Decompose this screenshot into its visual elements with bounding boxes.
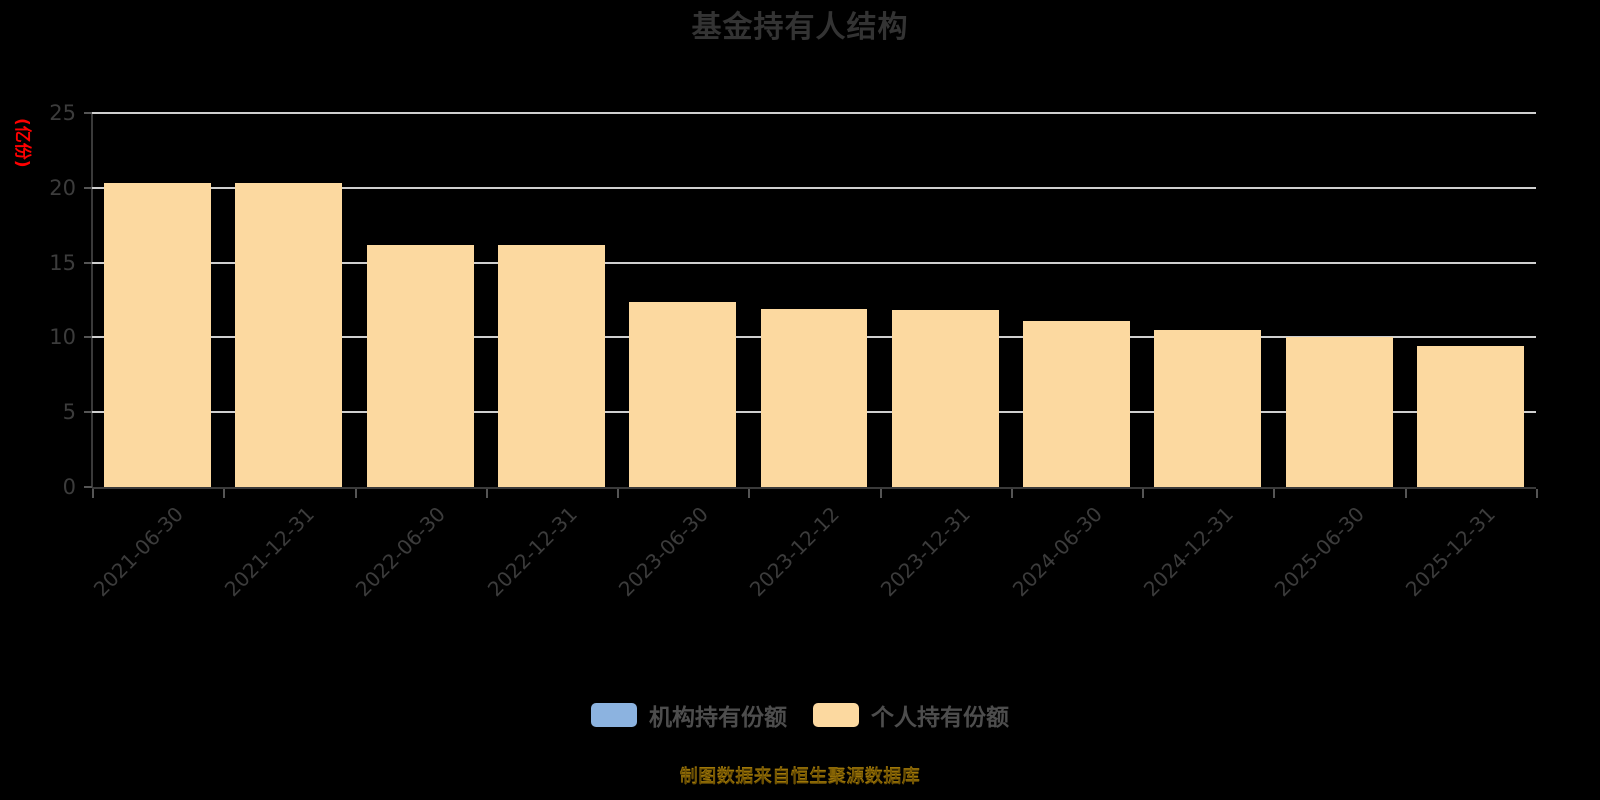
- gridline: [92, 261, 1536, 264]
- y-tick-label: 10: [49, 325, 76, 350]
- y-tick-mark: [84, 411, 92, 414]
- chart-title: 基金持有人结构: [691, 10, 909, 45]
- bar[interactable]: [1023, 320, 1131, 487]
- x-tick-mark: [1536, 489, 1538, 498]
- x-tick-label: 2021-12-31: [219, 502, 320, 602]
- x-tick-label: 2023-12-12: [744, 502, 845, 602]
- x-tick-label: 2021-06-30: [88, 502, 188, 602]
- y-axis-line: [91, 113, 93, 487]
- bar[interactable]: [1416, 346, 1524, 487]
- x-tick-mark: [223, 489, 226, 498]
- x-tick-label: 2023-06-30: [613, 502, 713, 602]
- bar[interactable]: [235, 183, 343, 487]
- y-tick-mark: [84, 112, 92, 114]
- bar[interactable]: [891, 310, 999, 487]
- gridline: [92, 112, 1536, 114]
- y-tick-mark: [84, 261, 92, 264]
- y-tick-label: 5: [62, 400, 76, 425]
- y-tick-label: 15: [49, 250, 76, 275]
- x-tick-label: 2025-06-30: [1270, 502, 1370, 602]
- x-tick-mark: [617, 489, 620, 498]
- x-axis-line: [92, 487, 1536, 489]
- bar[interactable]: [104, 183, 212, 487]
- gridline: [92, 186, 1536, 189]
- bar[interactable]: [1285, 337, 1393, 487]
- legend-swatch: [813, 703, 859, 727]
- x-tick-mark: [485, 489, 488, 498]
- x-tick-label: 2025-12-31: [1401, 502, 1501, 602]
- footer-note-text-shadow: 制图数据来自恒生聚源数据库: [679, 767, 921, 788]
- x-tick-mark: [1142, 489, 1145, 498]
- plot-area: [92, 112, 1536, 487]
- y-tick-mark: [84, 486, 92, 488]
- legend-label: 机构持有份额: [649, 705, 787, 731]
- x-tick-mark: [1404, 489, 1407, 498]
- bar[interactable]: [497, 244, 605, 487]
- y-tick-mark: [84, 186, 92, 189]
- bar[interactable]: [629, 301, 737, 487]
- bar[interactable]: [760, 308, 868, 487]
- legend-individual[interactable]: 个人持有份额: [813, 698, 1009, 732]
- x-tick-mark: [354, 489, 357, 498]
- footer-note: 制图数据来自恒生聚源数据库 制图数据来自恒生聚源数据库: [0, 762, 1600, 788]
- y-axis-unit-label: (亿份): [12, 118, 32, 168]
- legend-institutional[interactable]: 机构持有份额: [591, 698, 787, 732]
- bar[interactable]: [1154, 329, 1262, 487]
- x-tick-mark: [1010, 489, 1013, 498]
- x-tick-mark: [748, 489, 751, 498]
- x-tick-label: 2024-06-30: [1007, 502, 1107, 602]
- legend-swatch: [591, 703, 637, 727]
- x-tick-label: 2023-12-31: [876, 502, 976, 602]
- y-tick-label: 0: [62, 475, 76, 499]
- bar[interactable]: [366, 244, 474, 487]
- y-tick-mark: [84, 336, 92, 339]
- x-tick-mark: [879, 489, 882, 498]
- x-tick-mark: [1273, 489, 1276, 498]
- x-tick-label: 2022-12-31: [482, 502, 582, 602]
- legend-label: 个人持有份额: [871, 705, 1009, 731]
- chart-legend: 机构持有份额 个人持有份额: [0, 698, 1600, 732]
- x-tick-label: 2024-12-31: [1138, 502, 1238, 602]
- x-tick-mark: [92, 489, 94, 498]
- x-tick-label: 2022-06-30: [351, 502, 451, 602]
- footer-note-text: 制图数据来自恒生聚源数据库: [679, 766, 921, 787]
- y-tick-label: 20: [49, 175, 76, 200]
- y-tick-label: 25: [49, 101, 76, 125]
